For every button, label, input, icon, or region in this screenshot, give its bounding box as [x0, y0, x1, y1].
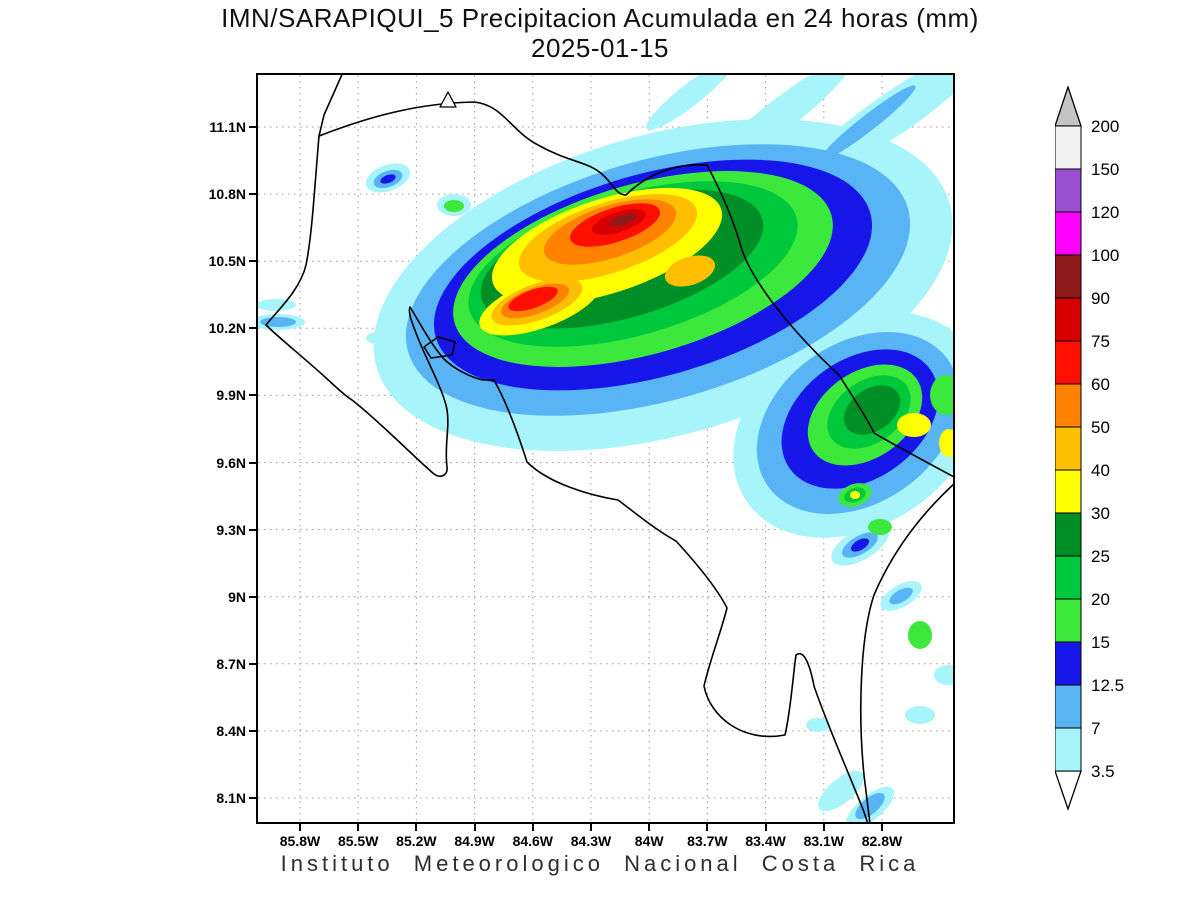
map-title: IMN/SARAPIQUI_5 Precipitacion Acumulada …: [221, 3, 979, 33]
lat-tick-mark: [249, 595, 256, 598]
lat-tick-label: 8.4N: [216, 722, 246, 739]
lat-tick-label: 8.7N: [216, 655, 246, 672]
lat-tick-label: 9.9N: [216, 387, 246, 404]
lon-tick-mark: [299, 824, 301, 831]
colorbar-segment: [1054, 297, 1082, 342]
colorbar-segment: [1054, 125, 1082, 170]
chira-island-outline: [423, 336, 456, 359]
lat-tick-mark: [249, 729, 256, 732]
lat-tick-label: 11.1N: [209, 119, 246, 135]
panama-border: [860, 483, 953, 822]
colorbar: 3.5 7 12.5 15 20 25 30 40 50 60 75 90 100 120 150 200: [1054, 84, 1195, 826]
lat-tick-mark: [249, 394, 256, 397]
colorbar-over-arrow: [1054, 84, 1082, 127]
colorbar-segment: [1054, 469, 1082, 514]
lat-tick-label: 9N: [228, 588, 246, 605]
colorbar-segment: [1054, 512, 1082, 557]
lat-tick-label: 10.8N: [208, 186, 246, 203]
lat-tick-mark: [249, 126, 256, 128]
lat-tick-mark: [249, 327, 256, 330]
lon-tick-mark: [590, 824, 592, 831]
lon-tick-label: 84.3W: [570, 833, 612, 849]
lat-tick-mark: [249, 461, 256, 464]
colorbar-level-label: 75: [1091, 332, 1110, 351]
lat-tick-label: 9.3N: [216, 521, 246, 538]
lon-tick-mark: [706, 824, 709, 831]
colorbar-level-label: 30: [1091, 504, 1110, 523]
lon-tick-mark: [531, 824, 534, 831]
map-date: 2025-01-15: [531, 33, 669, 63]
colorbar-level-label: 25: [1091, 547, 1110, 566]
lat-tick-mark: [249, 797, 256, 799]
colorbar-scale: 3.5 7 12.5 15 20 25 30 40 50 60 75 90 100 120 150 200: [1054, 84, 1124, 812]
lon-tick-label: 84W: [634, 833, 664, 849]
colorbar-level-label: 90: [1091, 289, 1110, 308]
colorbar-level-label: 12.5: [1091, 676, 1124, 695]
colorbar-segment: [1054, 340, 1082, 385]
lat-tick-mark: [249, 193, 256, 196]
lat-tick-mark: [249, 260, 256, 263]
lat-tick-label: 10.2N: [208, 320, 246, 337]
colorbar-segment: [1054, 168, 1082, 213]
colorbar-level-label: 3.5: [1091, 762, 1115, 781]
colorbar-level-label: 20: [1091, 590, 1110, 609]
lon-tick-label: 84.6W: [512, 833, 554, 849]
lon-tick-mark: [881, 824, 883, 831]
colorbar-segment: [1054, 684, 1082, 729]
lon-tick-mark: [822, 824, 825, 831]
lon-tick-label: 82.8W: [861, 833, 903, 849]
lat-tick-label: 10.5N: [208, 253, 246, 270]
caribbean-coastline: [706, 164, 953, 478]
colorbar-under-arrow: [1054, 770, 1082, 812]
nicaragua-border: [318, 101, 708, 196]
map-plot-area: [256, 73, 955, 824]
lon-tick-label: 83.1W: [803, 833, 845, 849]
colorbar-level-label: 15: [1091, 633, 1110, 652]
lat-tick-label: 8.1N: [216, 790, 246, 806]
colorbar-level-label: 7: [1091, 719, 1100, 738]
lon-tick-label: 83.4W: [745, 833, 786, 849]
colorbar-level-label: 120: [1091, 203, 1119, 222]
lon-tick-mark: [648, 824, 651, 831]
triangle-marker: [439, 91, 457, 108]
colorbar-level-label: 200: [1091, 117, 1119, 136]
colorbar-segment: [1054, 211, 1082, 256]
lon-tick-label: 85.2W: [396, 833, 437, 849]
precip-class-90-100: [609, 213, 637, 227]
colorbar-segment: [1054, 383, 1082, 428]
lon-tick-label: 83.7W: [687, 833, 728, 849]
colorbar-level-label: 50: [1091, 418, 1110, 437]
colorbar-level-label: 40: [1091, 461, 1110, 480]
lon-tick-mark: [473, 824, 476, 831]
lon-tick-label: 85.8W: [279, 833, 321, 849]
lon-tick-label: 84.9W: [454, 833, 495, 849]
colorbar-level-label: 150: [1091, 160, 1119, 179]
colorbar-segment: [1054, 555, 1082, 600]
lon-tick-mark: [764, 824, 767, 831]
colorbar-level-label: 100: [1091, 246, 1119, 265]
pacific-coastline: [265, 75, 869, 822]
lon-tick-label: 85.5W: [337, 833, 379, 849]
colorbar-segment: [1054, 598, 1082, 643]
lat-tick-mark: [249, 662, 256, 665]
colorbar-segment: [1054, 641, 1082, 686]
colorbar-segment: [1054, 727, 1082, 772]
lat-tick-label: 9.6N: [216, 454, 246, 471]
lon-tick-mark: [415, 824, 418, 831]
lat-tick-mark: [249, 528, 256, 531]
attribution-text: Instituto Meteorologico Nacional Costa R…: [280, 851, 920, 876]
precipitation-map-canvas: [258, 75, 953, 822]
colorbar-segment: [1054, 426, 1082, 471]
colorbar-level-label: 60: [1091, 375, 1110, 394]
lon-tick-mark: [357, 824, 360, 831]
colorbar-segment: [1054, 254, 1082, 299]
